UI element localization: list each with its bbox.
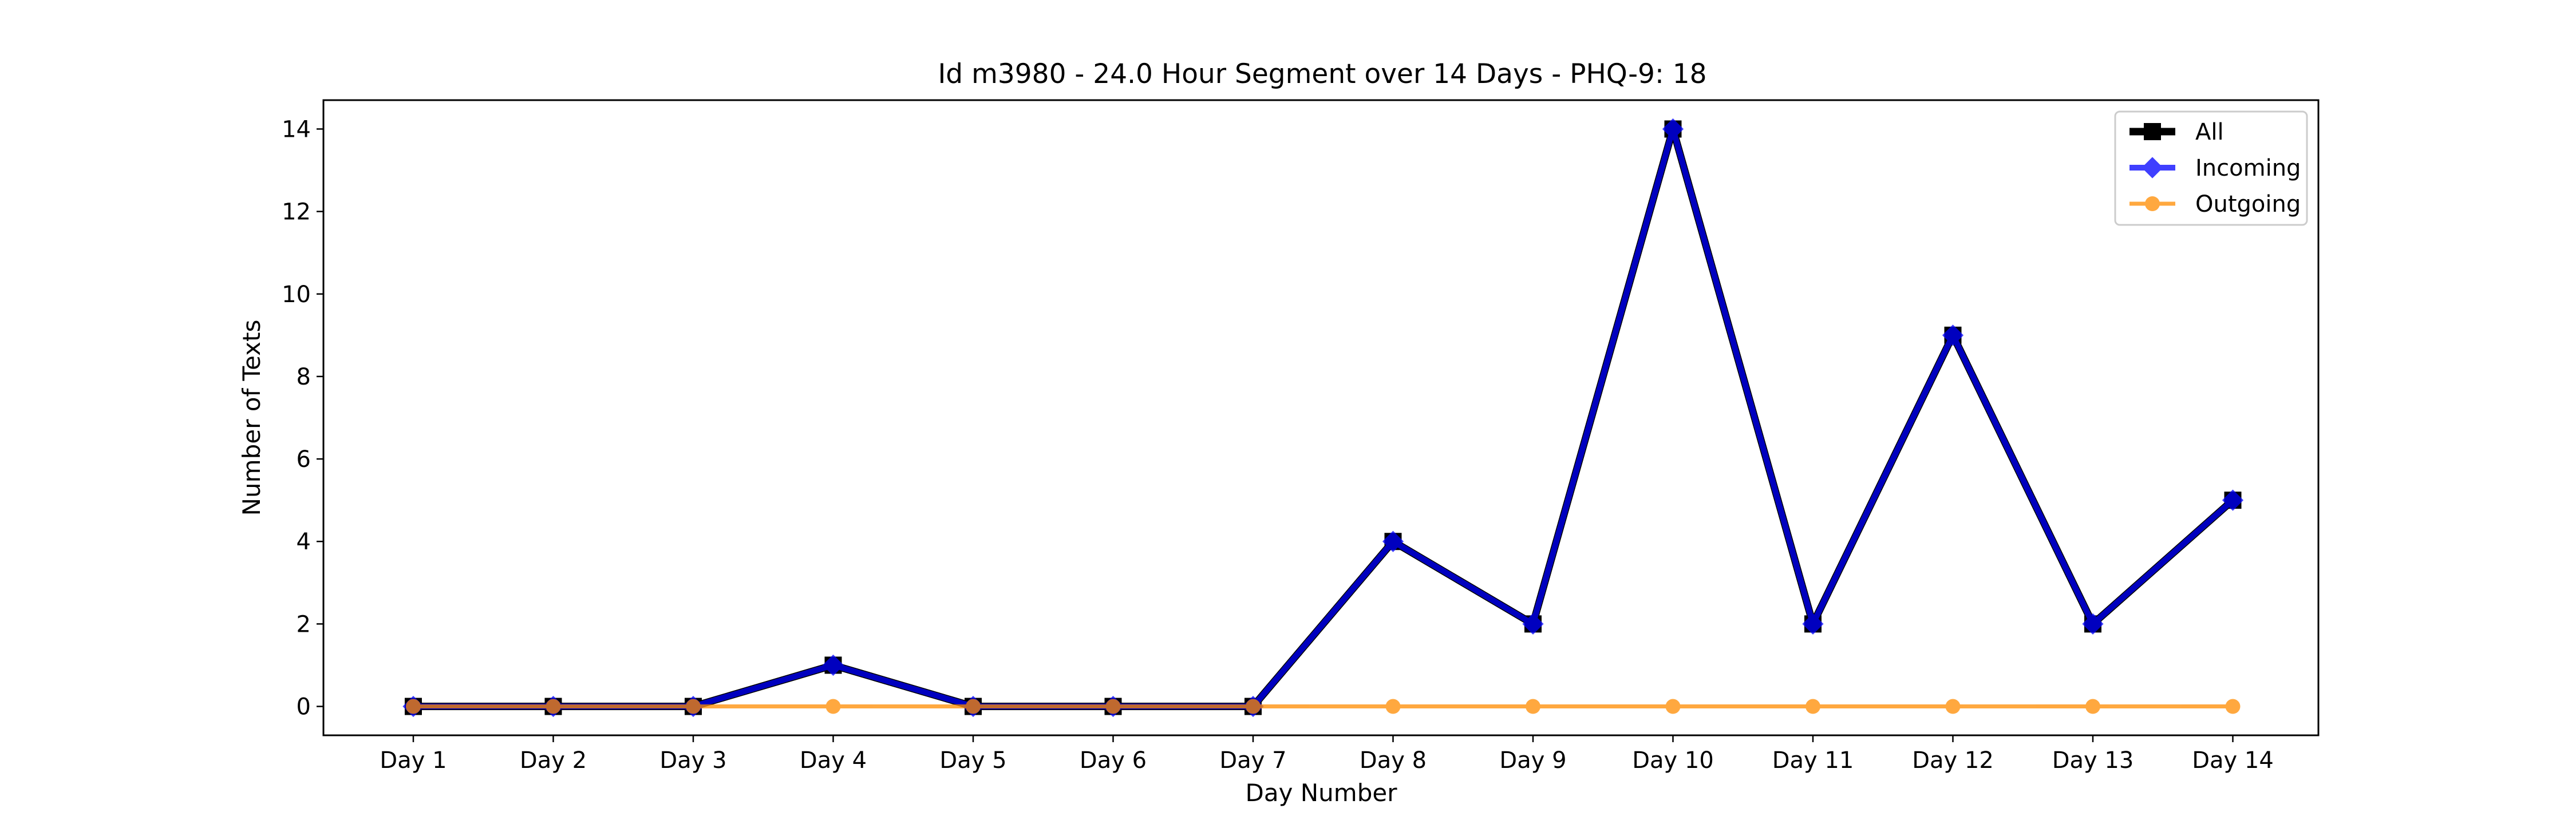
x-tick-label: Day 1 bbox=[380, 747, 447, 774]
plot-area: Day 1 Day 2 Day 3 Day 4 Day 5 Day 6 Day 7 Day 8… bbox=[282, 116, 2274, 774]
legend-box bbox=[2114, 110, 2308, 226]
plot-frame bbox=[322, 99, 2320, 736]
chart-title: Id m3980 - 24.0 Hour Segment over 14 Day… bbox=[938, 58, 1706, 90]
legend: All Incoming Outgoing bbox=[2114, 110, 2308, 226]
y-tick-label: 10 bbox=[282, 282, 311, 308]
series-outgoing bbox=[406, 699, 2241, 714]
legend-swatch-outgoing bbox=[2129, 196, 2175, 211]
x-axis-label: Day Number bbox=[1245, 779, 1397, 807]
y-axis-label: Number of Texts bbox=[238, 320, 266, 516]
x-tick-label: Day 7 bbox=[1219, 747, 1286, 774]
outgoing-point bbox=[1385, 699, 1401, 714]
x-tick-label: Day 4 bbox=[800, 747, 867, 774]
outgoing-point bbox=[1805, 699, 1820, 714]
x-tick-label: Day 2 bbox=[520, 747, 587, 774]
y-tick-label: 6 bbox=[297, 446, 311, 473]
legend-marker bbox=[2145, 196, 2160, 211]
x-tick-label: Day 14 bbox=[2192, 747, 2274, 774]
legend-label-all: All bbox=[2195, 119, 2224, 145]
outgoing-point bbox=[1246, 699, 1261, 714]
x-tick-label: Day 11 bbox=[1772, 747, 1854, 774]
y-tick-label: 2 bbox=[297, 611, 311, 637]
x-tick-label: Day 9 bbox=[1499, 747, 1566, 774]
y-tick-label: 0 bbox=[297, 694, 311, 720]
x-tick-label: Day 12 bbox=[1912, 747, 1994, 774]
legend-label-outgoing: Outgoing bbox=[2195, 191, 2301, 217]
legend-swatch-incoming bbox=[2129, 157, 2175, 179]
outgoing-point bbox=[546, 699, 561, 714]
outgoing-point bbox=[406, 699, 421, 714]
y-tick-label: 12 bbox=[282, 199, 311, 225]
legend-swatch-all bbox=[2129, 123, 2175, 140]
y-tick-label: 14 bbox=[282, 116, 311, 142]
outgoing-point bbox=[1665, 699, 1681, 714]
incoming-point bbox=[1662, 118, 1684, 140]
x-tick-label: Day 8 bbox=[1360, 747, 1427, 774]
series-incoming bbox=[402, 118, 2244, 718]
outgoing-point bbox=[2225, 699, 2241, 714]
incoming-point bbox=[2222, 489, 2244, 511]
legend-marker bbox=[2142, 157, 2163, 179]
incoming-point bbox=[1802, 613, 1824, 635]
outgoing-point bbox=[966, 699, 981, 714]
y-tick-label: 4 bbox=[297, 529, 311, 555]
x-tick-label: Day 13 bbox=[2052, 747, 2134, 774]
outgoing-point bbox=[1526, 699, 1540, 714]
x-tick-label: Day 10 bbox=[1632, 747, 1714, 774]
incoming-point bbox=[1942, 324, 1964, 346]
incoming-line bbox=[410, 126, 2236, 710]
outgoing-point bbox=[825, 699, 841, 714]
outgoing-point bbox=[2085, 699, 2100, 714]
legend-marker bbox=[2144, 123, 2161, 140]
x-tick-label: Day 5 bbox=[939, 747, 1006, 774]
legend-label-incoming: Incoming bbox=[2195, 155, 2301, 181]
incoming-point bbox=[1522, 613, 1544, 635]
outgoing-point bbox=[686, 699, 701, 714]
y-tick-label: 8 bbox=[297, 364, 311, 390]
incoming-point bbox=[2082, 613, 2104, 635]
incoming-point bbox=[822, 654, 844, 676]
incoming-point bbox=[1382, 530, 1404, 552]
x-tick-label: Day 6 bbox=[1080, 747, 1147, 774]
outgoing-point bbox=[1945, 699, 1961, 714]
outgoing-point bbox=[1105, 699, 1121, 714]
x-tick-label: Day 3 bbox=[659, 747, 726, 774]
